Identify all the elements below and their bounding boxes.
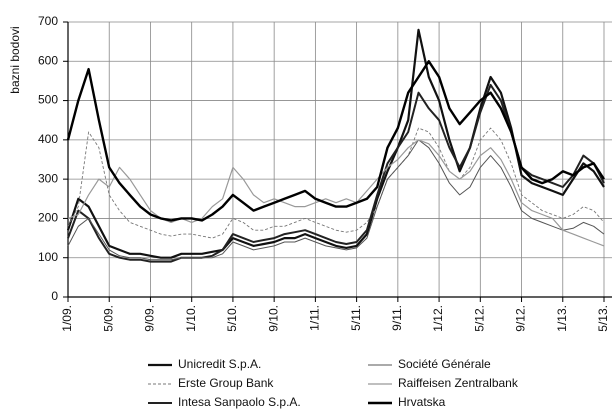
y-tick-label: 200: [38, 211, 58, 225]
x-tick-label: 1/11.: [308, 305, 322, 331]
y-tick-label: 300: [38, 171, 58, 185]
legend-label: Hrvatska: [398, 395, 446, 409]
y-tick-label: 500: [38, 93, 58, 107]
series-line: [67, 127, 605, 239]
legend-label: Intesa Sanpaolo S.p.A.: [178, 395, 301, 409]
x-tick-label: 9/12.: [514, 305, 528, 332]
legend-label: Société Générale: [398, 357, 491, 371]
x-tick-label: 1/13.: [555, 305, 569, 332]
x-tick-label: 1/10.: [184, 305, 198, 332]
x-tick-label: 5/11.: [349, 305, 363, 331]
x-tick-label: 9/09.: [143, 305, 157, 332]
y-tick-label: 400: [38, 132, 58, 146]
x-tick-label: 1/12.: [431, 305, 445, 332]
x-tick-label: 5/09.: [101, 305, 115, 332]
y-axis-label: bazni bodovi: [8, 26, 22, 93]
x-tick-label: 9/11.: [390, 305, 404, 331]
series-line: [66, 60, 606, 222]
x-tick-label: 5/10.: [225, 305, 239, 332]
series-line: [67, 83, 605, 263]
y-tick-label: 600: [38, 53, 58, 67]
legend-label: Raiffeisen Zentralbank: [398, 376, 519, 390]
legend-label: Unicredit S.p.A.: [178, 357, 261, 371]
series-line: [66, 28, 605, 259]
y-tick-label: 700: [38, 14, 58, 28]
series-line: [67, 139, 605, 261]
x-tick-label: 5/13.: [596, 305, 610, 332]
x-tick-label: 1/09.: [60, 305, 74, 332]
y-tick-label: 0: [51, 289, 58, 303]
legend-label: Erste Group Bank: [178, 376, 274, 390]
x-tick-label: 9/10.: [266, 305, 280, 332]
series-line: [67, 139, 605, 247]
x-tick-label: 5/12.: [472, 305, 486, 332]
y-tick-label: 100: [38, 250, 58, 264]
